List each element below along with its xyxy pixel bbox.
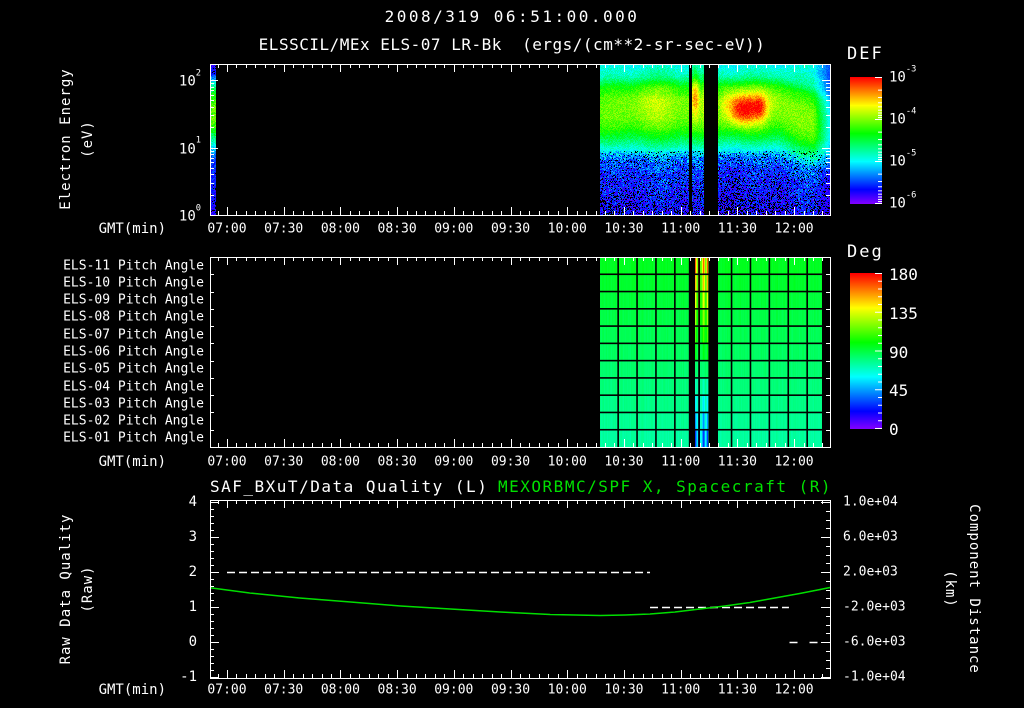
page-title-instrument: ELSSCIL/MEx ELS-07 LR-Bk (ergs/(cm**2-sr… (258, 35, 766, 54)
panel3-title-left: SAF_BXuT/Data Quality (L) (210, 477, 489, 496)
panel2-row-label: ELS-02 Pitch Angle (63, 413, 204, 429)
panel3-left-ylabel: Raw Data Quality (58, 513, 74, 665)
panel2-row-label: ELS-07 Pitch Angle (63, 327, 204, 343)
panel3-left-tick-label: 1 (188, 599, 197, 615)
panel1-ylabel-units: (eV) (80, 120, 96, 158)
panel2-row-label: ELS-11 Pitch Angle (63, 258, 204, 274)
colorbar2-tick-label: 180 (889, 265, 918, 284)
xtick-label: 11:00 (661, 454, 701, 470)
xtick-label: 09:30 (490, 682, 531, 698)
xtick-label: 10:30 (604, 454, 644, 470)
colorbar1-title: DEF (847, 44, 884, 64)
panel3-right-tick-label: 2.0e+03 (843, 564, 898, 580)
colorbar2-title: Deg (847, 242, 884, 262)
xtick-label: 08:30 (377, 221, 417, 237)
panel2-xaxis-label: GMT(min) (98, 454, 166, 470)
panel2-row-label: ELS-05 Pitch Angle (63, 361, 204, 377)
xtick-label: 11:30 (717, 221, 757, 237)
panel3-right-tick-label: 6.0e+03 (843, 529, 898, 545)
xtick-label: 09:30 (490, 454, 531, 470)
panel3-xaxis-label: GMT(min) (98, 682, 166, 698)
xtick-label: 08:30 (377, 454, 417, 470)
xtick-label: 07:00 (207, 682, 247, 698)
xtick-label: 07:00 (207, 454, 247, 470)
panel1-ytick-label: 100 (178, 203, 201, 225)
xtick-label: 07:30 (264, 454, 304, 470)
xtick-label: 09:00 (434, 454, 474, 470)
xtick-label: 11:30 (717, 454, 757, 470)
panel3-right-tick-label: -1.0e+04 (843, 669, 906, 685)
xtick-label: 09:00 (434, 682, 474, 698)
panel2-row-label: ELS-06 Pitch Angle (63, 344, 204, 360)
panel2-row-label: ELS-09 Pitch Angle (63, 292, 204, 308)
xtick-label: 11:30 (717, 682, 757, 698)
colorbar2-tick-label: 45 (889, 381, 909, 401)
xtick-label: 10:00 (547, 682, 587, 698)
xtick-label: 07:30 (264, 221, 304, 237)
colorbar2-tick-label: 0 (889, 420, 899, 439)
xtick-label: 10:30 (604, 221, 644, 237)
panel3-left-tick-label: 2 (188, 564, 197, 580)
xtick-label: 11:00 (661, 221, 701, 237)
panel1-ytick-label: 102 (178, 68, 201, 90)
xtick-label: 10:00 (547, 221, 587, 237)
panel3-right-tick-label: -6.0e+03 (843, 634, 906, 650)
xtick-label: 12:00 (774, 221, 814, 237)
panel3-right-ylabel: Component Distance (966, 504, 982, 674)
colorbar1-tick-label: 10-3 (889, 64, 917, 86)
xtick-label: 09:30 (490, 221, 531, 237)
panel3-right-tick-label: -2.0e+03 (843, 599, 906, 615)
xtick-label: 09:00 (434, 221, 474, 237)
panel1-ylabel: Electron Energy (58, 68, 74, 210)
xtick-label: 08:30 (377, 682, 417, 698)
panel3-left-tick-label: -1 (180, 669, 197, 685)
colorbar1-tick-label: 10-6 (889, 190, 917, 212)
xtick-label: 10:00 (547, 454, 587, 470)
panel3-left-tick-label: 4 (188, 494, 197, 510)
panel1-xaxis-label: GMT(min) (98, 221, 166, 237)
panel2-row-label: ELS-03 Pitch Angle (63, 396, 204, 412)
xtick-label: 10:30 (604, 682, 644, 698)
xtick-label: 08:00 (320, 221, 360, 237)
colorbar1-tick-label: 10-5 (889, 148, 917, 170)
panel3-left-tick-label: 0 (188, 634, 197, 650)
colorbar2-tick-label: 90 (889, 342, 909, 362)
panel3-right-ylabel-units: (km) (942, 570, 958, 608)
xtick-label: 07:00 (207, 221, 247, 237)
panel3-left-ylabel-units: (Raw) (80, 565, 96, 613)
panel2-row-label: ELS-08 Pitch Angle (63, 309, 204, 325)
xtick-label: 08:00 (320, 454, 360, 470)
panel3-left-tick-label: 3 (188, 529, 197, 545)
colorbar1-tick-label: 10-4 (889, 106, 917, 128)
xtick-label: 12:00 (774, 682, 814, 698)
panel1-ytick-label: 101 (178, 135, 201, 157)
panel3-right-tick-label: 1.0e+04 (843, 494, 898, 510)
xtick-label: 08:00 (320, 682, 360, 698)
page-title-date: 2008/319 06:51:00.000 (384, 7, 640, 26)
colorbar2-tick-label: 135 (889, 303, 918, 323)
xtick-label: 11:00 (661, 682, 701, 698)
xtick-label: 12:00 (774, 454, 814, 470)
panel2-row-label: ELS-01 Pitch Angle (63, 430, 204, 446)
panel3-title-right: MEXORBMC/SPF X, Spacecraft (R) (498, 477, 832, 496)
panel2-row-label: ELS-10 Pitch Angle (63, 275, 204, 291)
xtick-label: 07:30 (264, 682, 304, 698)
panel2-row-label: ELS-04 Pitch Angle (63, 379, 204, 395)
